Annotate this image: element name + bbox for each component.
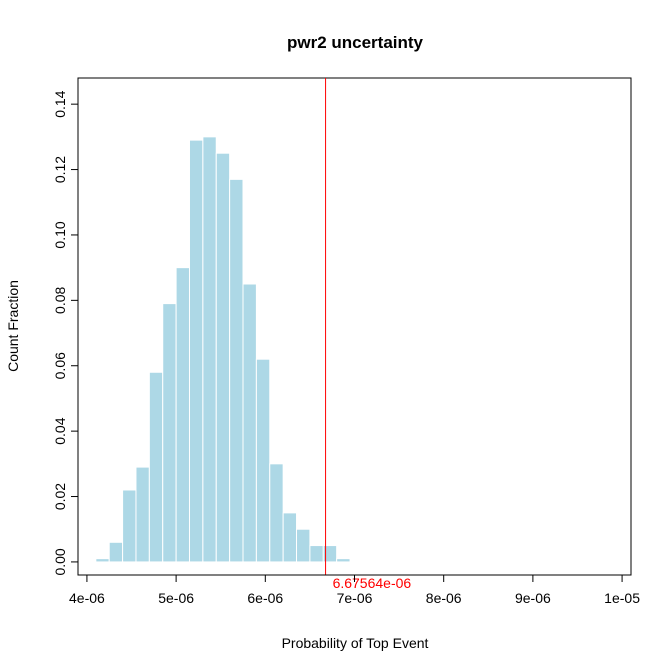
y-tick-label: 0.08 <box>52 287 68 314</box>
histogram-bar <box>282 512 298 563</box>
x-tick-label: 8e-06 <box>426 590 462 606</box>
y-tick-label: 0.06 <box>52 352 68 379</box>
y-tick-label: 0.14 <box>52 90 68 117</box>
histogram-bar <box>336 558 351 563</box>
x-tick-label: 9e-06 <box>515 590 551 606</box>
histogram-bar <box>229 178 244 563</box>
y-tick-label: 0.00 <box>52 548 68 575</box>
y-tick-label: 0.10 <box>52 221 68 248</box>
histogram-bar <box>175 267 190 563</box>
histogram-bar <box>108 541 124 563</box>
y-tick-label: 0.12 <box>52 156 68 183</box>
y-axis-label: Count Fraction <box>5 280 21 372</box>
histogram-bar <box>296 528 311 563</box>
histogram-bar <box>309 545 324 563</box>
histogram-bar <box>122 489 137 563</box>
chart-title: pwr2 uncertainty <box>287 33 424 52</box>
reference-line-label: 6.67564e-06 <box>333 575 412 591</box>
x-tick-label: 5e-06 <box>158 590 194 606</box>
histogram-bar <box>95 558 110 563</box>
x-axis-label: Probability of Top Event <box>282 635 429 651</box>
histogram-bar <box>242 283 257 563</box>
x-axis: 4e-06 5e-06 6e-06 7e-06 8e-06 9e-06 1e-05 <box>69 574 640 606</box>
y-tick-label: 0.02 <box>52 483 68 510</box>
histogram-bar <box>215 152 231 563</box>
histogram-bar <box>269 463 284 563</box>
x-tick-label: 1e-05 <box>604 590 640 606</box>
histogram-bar <box>322 545 338 563</box>
x-tick-label: 4e-06 <box>69 590 105 606</box>
histogram-bar <box>255 358 271 563</box>
y-tick-label: 0.04 <box>52 417 68 444</box>
bars-group <box>95 136 351 563</box>
histogram-bar <box>162 303 177 563</box>
histogram-bar <box>135 466 150 563</box>
x-tick-label: 7e-06 <box>337 590 373 606</box>
histogram-bar <box>148 371 164 563</box>
histogram-bar <box>188 139 204 563</box>
y-axis: 0.00 0.02 0.04 0.06 0.08 0.10 0.12 0.14 <box>52 90 79 576</box>
histogram-bar <box>202 136 217 563</box>
x-tick-label: 6e-06 <box>247 590 283 606</box>
